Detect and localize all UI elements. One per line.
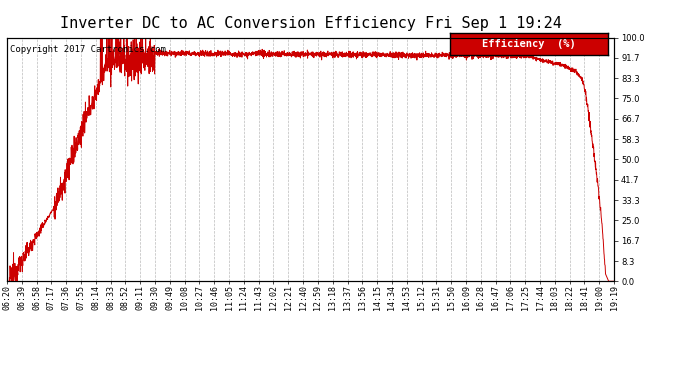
- Title: Inverter DC to AC Conversion Efficiency Fri Sep 1 19:24: Inverter DC to AC Conversion Efficiency …: [59, 16, 562, 32]
- Text: Copyright 2017 Cartronics.com: Copyright 2017 Cartronics.com: [10, 45, 166, 54]
